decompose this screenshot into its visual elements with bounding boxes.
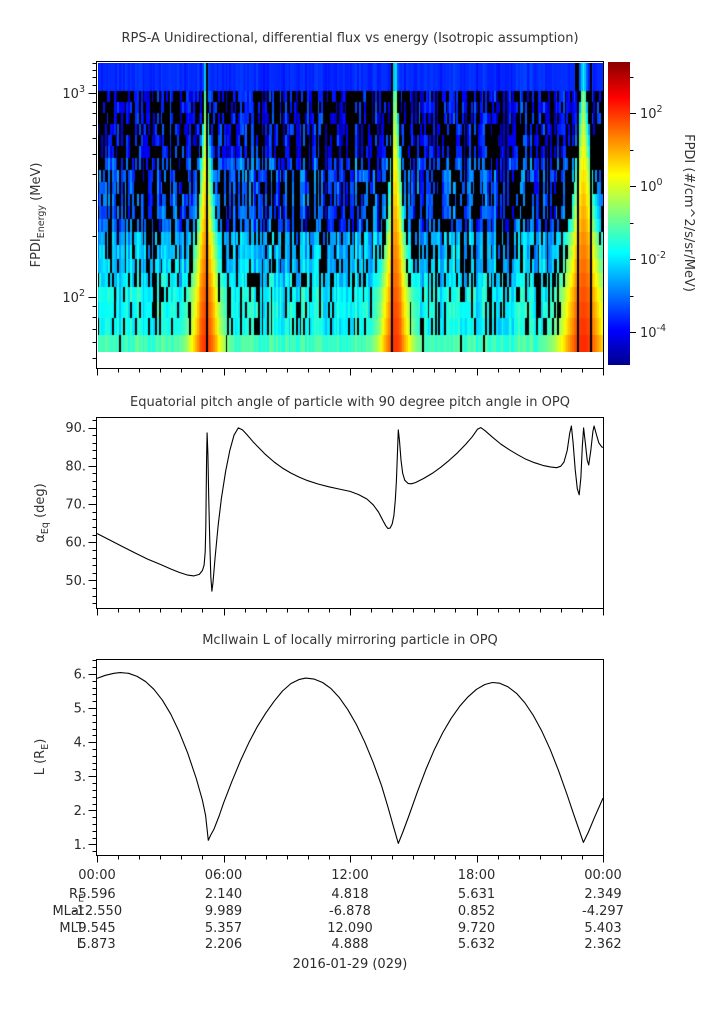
ephemeris-value: 5.596 <box>78 887 116 902</box>
pitch-tick-label: 90. <box>65 421 86 436</box>
time-tick-label: 18:00 <box>457 868 496 883</box>
pitch-tick-label: 50. <box>65 574 86 589</box>
ephemeris-value: 5.631 <box>457 887 496 902</box>
ephemeris-value: 2.206 <box>204 937 243 952</box>
colorbar-tick-label: 100 <box>640 177 663 195</box>
ephemeris-value: 4.818 <box>331 887 369 902</box>
ephemeris-row-label: L <box>76 937 84 952</box>
ephemeris-value: 2.140 <box>204 887 243 902</box>
colorbar-tick-label: 10-4 <box>640 323 666 341</box>
axis-ticks <box>88 63 636 863</box>
time-tick-label: 00:00 <box>584 868 622 883</box>
ephemeris-value: -12.550 <box>71 904 123 919</box>
pitch-tick-label: 60. <box>65 536 86 551</box>
spectrogram-title: RPS-A Unidirectional, differential flux … <box>121 31 579 46</box>
l-tick-label: 2. <box>74 804 86 819</box>
ephemeris-value: 9.545 <box>78 921 116 936</box>
panel-frame <box>96 417 604 609</box>
ephemeris-row-label: RE <box>68 887 84 905</box>
ephemeris-value: 5.873 <box>78 937 116 952</box>
panel-frame <box>96 659 604 856</box>
colorbar-tick-label: 10-2 <box>640 250 666 268</box>
date-label: 2016-01-29 (029) <box>292 957 408 972</box>
l-tick-label: 6. <box>74 667 86 682</box>
energy-tick-label: 102 <box>62 288 85 306</box>
ephemeris-value: -6.878 <box>329 904 371 919</box>
l-tick-label: 3. <box>74 770 86 785</box>
ephemeris-value: 5.357 <box>204 921 243 936</box>
colorbar-gradient <box>608 62 630 365</box>
time-tick-label: 06:00 <box>204 868 243 883</box>
pitch-angle-curve <box>96 425 604 592</box>
ephemeris-value: 9.989 <box>204 904 243 919</box>
ephemeris-value: 12.090 <box>327 921 373 936</box>
ephemeris-row-label: MLT <box>59 921 84 936</box>
panel-frame <box>96 61 604 369</box>
l-tick-label: 5. <box>74 702 86 717</box>
ephemeris-value: 9.720 <box>457 921 496 936</box>
energy-tick-label: 103 <box>62 84 85 102</box>
time-tick-label: 00:00 <box>78 868 116 883</box>
mcilwain-l-title: McIlwain L of locally mirroring particle… <box>202 633 498 648</box>
pitch-tick-label: 80. <box>65 459 86 474</box>
ephemeris-value: 5.632 <box>457 937 496 952</box>
ephemeris-value: 5.403 <box>584 921 622 936</box>
ephemeris-value: 4.888 <box>331 937 369 952</box>
pitch-tick-label: 70. <box>65 498 86 513</box>
time-tick-label: 12:00 <box>331 868 369 883</box>
spectrogram-heatmap <box>98 63 603 352</box>
ephemeris-value: 2.362 <box>584 937 622 952</box>
ephemeris-value: -4.297 <box>582 904 624 919</box>
l-tick-label: 4. <box>74 736 86 751</box>
l-tick-label: 1. <box>74 838 86 853</box>
colorbar-label: FPDI (#/cm^2/s/sr/MeV) <box>681 134 696 292</box>
colorbar-tick-label: 102 <box>640 104 663 122</box>
pitch-angle-title: Equatorial pitch angle of particle with … <box>130 395 570 410</box>
ephemeris-value: 0.852 <box>457 904 496 919</box>
ephemeris-row-label: MLat <box>52 904 84 919</box>
ephemeris-value: 2.349 <box>584 887 622 902</box>
mcilwain-l-curve <box>96 672 604 844</box>
